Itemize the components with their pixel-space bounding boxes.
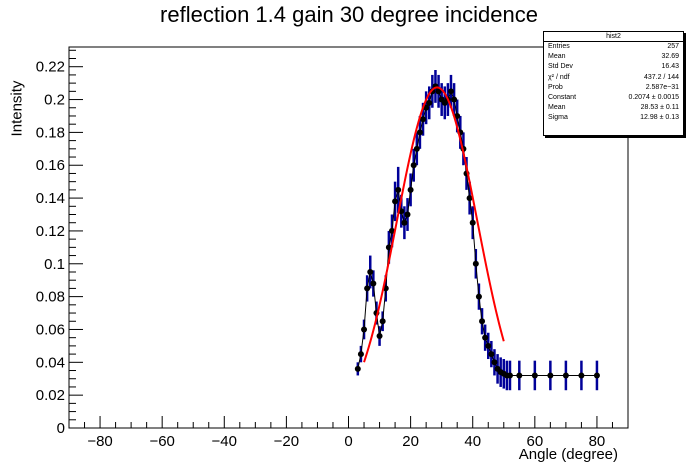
y-tick-label: 0.18: [36, 124, 65, 141]
y-tick-label: 0.14: [36, 190, 65, 207]
x-tick-label: 40: [464, 433, 481, 450]
stats-box: hist2 Entries 257 Mean 32.69 Std Dev 16.43 …: [543, 31, 684, 136]
data-points: [354, 83, 600, 379]
y-axis-label: Intensity: [8, 80, 26, 137]
x-tick-label: 80: [589, 433, 606, 450]
x-tick-label: 20: [402, 433, 419, 450]
x-tick-label: 60: [526, 433, 543, 450]
stats-row: Mean 28.53 ± 0.11: [548, 104, 679, 112]
stats-row: χ² / ndf 437.2 / 144: [548, 73, 679, 81]
y-tick-label: 0.2: [44, 92, 65, 109]
y-tick-label: 0.08: [36, 289, 65, 306]
x-tick-label: −80: [87, 433, 112, 450]
stats-title: hist2: [544, 32, 683, 42]
gaussian-fit: [363, 86, 505, 363]
stats-row: Std Dev 16.43: [548, 63, 679, 71]
stats-row: Mean 32.69: [548, 53, 679, 61]
x-tick-label: 0: [344, 433, 352, 450]
y-tick-label: 0.12: [36, 223, 65, 240]
x-tick-label: −60: [149, 433, 174, 450]
stats-row: Prob 2.587e−31: [548, 83, 679, 91]
data-line: [357, 85, 597, 376]
stats-row: Constant 0.2074 ± 0.0015: [548, 93, 679, 101]
x-tick-label: −20: [274, 433, 299, 450]
stats-row: Sigma 12.98 ± 0.13: [548, 114, 679, 122]
y-tick-label: 0.06: [36, 321, 65, 338]
axes: −80 −60 −40 −20 0 20 40 60 80 0 0.02 0.04 0.06 0.08 0.…: [36, 49, 629, 450]
fit-curve: [363, 86, 505, 363]
x-tick-label: −40: [212, 433, 237, 450]
y-tick-label: 0.04: [36, 354, 65, 371]
y-tick-label: 0.1: [44, 256, 65, 273]
chart-title: reflection 1.4 gain 30 degree incidence: [160, 2, 538, 27]
stats-row: Entries 257: [548, 43, 679, 50]
y-tick-label: 0: [57, 420, 65, 437]
y-tick-label: 0.02: [36, 387, 65, 404]
x-axis-label: Angle (degree): [518, 446, 618, 463]
y-tick-label: 0.16: [36, 157, 65, 174]
y-tick-label: 0.22: [36, 59, 65, 76]
